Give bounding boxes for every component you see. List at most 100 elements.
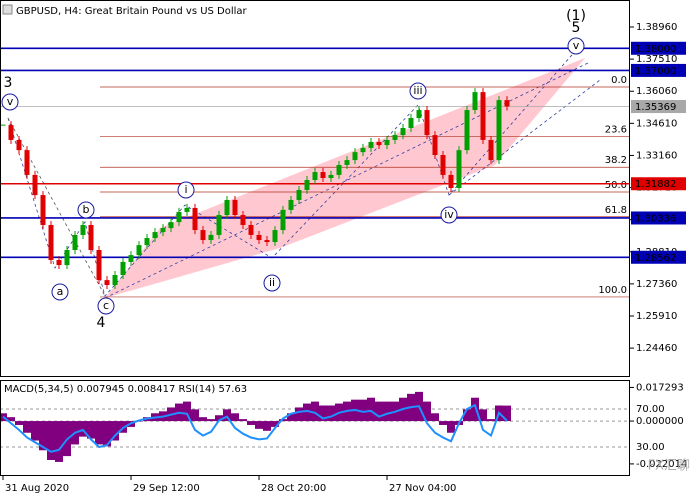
current-price-box bbox=[631, 100, 686, 114]
candle bbox=[464, 110, 470, 151]
candle bbox=[200, 230, 206, 241]
candle bbox=[504, 100, 510, 107]
wave-label: v bbox=[7, 95, 14, 108]
candle bbox=[456, 150, 462, 188]
macd-bar bbox=[215, 415, 223, 422]
main-panel-border bbox=[0, 0, 630, 377]
macd-bar bbox=[31, 421, 39, 441]
macd-bar bbox=[183, 401, 191, 422]
rsi-line bbox=[2, 403, 508, 453]
price-level-box bbox=[631, 63, 686, 77]
candle bbox=[192, 207, 198, 231]
candle bbox=[72, 234, 78, 251]
candle bbox=[128, 255, 134, 262]
wave-label: iii bbox=[413, 84, 422, 97]
candle bbox=[0, 124, 6, 126]
macd-tick-label: -0.022014 bbox=[636, 459, 687, 470]
wave-label: (1) bbox=[566, 8, 586, 24]
macd-bar bbox=[103, 421, 111, 447]
price-level-label: 1.30336 bbox=[635, 213, 676, 224]
candle bbox=[264, 240, 270, 243]
candle bbox=[144, 238, 150, 246]
macd-bar bbox=[223, 409, 231, 422]
candle bbox=[160, 228, 166, 233]
candle bbox=[304, 180, 310, 190]
rsi-tick-label: 30.00 bbox=[636, 442, 665, 453]
wave-label: 4 bbox=[97, 315, 106, 331]
macd-bar bbox=[447, 421, 455, 433]
macd-bar bbox=[207, 419, 215, 422]
candle bbox=[88, 224, 94, 251]
fib-label: 100.0 bbox=[598, 285, 627, 296]
candle bbox=[136, 245, 142, 256]
candle bbox=[296, 189, 302, 200]
candle bbox=[384, 139, 390, 146]
candle bbox=[328, 174, 334, 179]
macd-bar bbox=[87, 421, 95, 439]
macd-bar bbox=[327, 405, 335, 422]
macd-bar bbox=[463, 409, 471, 422]
y-tick-label: 1.38960 bbox=[636, 22, 677, 33]
macd-bar bbox=[319, 405, 327, 422]
y-tick-label: 1.27360 bbox=[636, 279, 677, 290]
macd-bar bbox=[479, 409, 487, 422]
macd-bar bbox=[383, 401, 391, 422]
macd-bar bbox=[191, 409, 199, 422]
candle bbox=[488, 139, 494, 161]
macd-bar bbox=[375, 401, 383, 422]
wave-circle bbox=[77, 201, 95, 219]
candle bbox=[320, 172, 326, 179]
price-level-box bbox=[631, 177, 686, 191]
macd-bar bbox=[231, 413, 239, 422]
chart-title: GBPUSD, H4: Great Britain Pound vs US Do… bbox=[16, 6, 248, 17]
candle bbox=[256, 234, 262, 241]
fib-label: 61.8 bbox=[605, 205, 627, 216]
current-price-label: 1.35369 bbox=[635, 102, 676, 113]
candle bbox=[120, 261, 126, 276]
candle bbox=[48, 224, 54, 260]
macd-bar bbox=[311, 401, 319, 422]
candle bbox=[216, 215, 222, 235]
y-tick-label: 1.36060 bbox=[636, 86, 677, 97]
macd-bar bbox=[303, 403, 311, 422]
candle bbox=[280, 209, 286, 231]
candle bbox=[400, 127, 406, 136]
candle bbox=[336, 164, 342, 175]
macd-tick-label: 0.017293 bbox=[636, 382, 684, 393]
price-level-box bbox=[631, 211, 686, 225]
macd-bar bbox=[279, 419, 287, 422]
wave-label: ii bbox=[269, 276, 275, 289]
macd-bar bbox=[359, 399, 367, 422]
candle bbox=[168, 222, 174, 229]
x-tick-label: 27 Nov 04:00 bbox=[389, 483, 456, 494]
wave-circle bbox=[97, 297, 115, 315]
candle bbox=[80, 224, 86, 235]
candle bbox=[56, 259, 62, 266]
wave-label: 3 bbox=[4, 75, 13, 91]
y-tick-label: 1.37510 bbox=[636, 54, 677, 65]
macd-bar bbox=[55, 421, 63, 462]
macd-bar bbox=[295, 407, 303, 422]
macd-bar bbox=[503, 405, 511, 422]
macd-bar bbox=[367, 397, 375, 422]
wave-label: c bbox=[103, 299, 109, 312]
wave-label: a bbox=[57, 285, 64, 298]
wave-circle bbox=[567, 37, 585, 55]
candle bbox=[152, 232, 158, 239]
wave-circle bbox=[1, 93, 19, 111]
candle bbox=[16, 139, 22, 151]
candle bbox=[472, 92, 478, 111]
candle bbox=[392, 135, 398, 140]
macd-bar bbox=[239, 419, 247, 422]
macd-bar bbox=[15, 421, 23, 425]
candle bbox=[272, 230, 278, 243]
x-tick-label: 28 Oct 20:00 bbox=[261, 483, 326, 494]
macd-bar bbox=[423, 401, 431, 422]
macd-bar bbox=[95, 421, 103, 445]
wave-label: iv bbox=[444, 208, 454, 221]
candle bbox=[360, 147, 366, 153]
macd-bar bbox=[255, 421, 263, 429]
price-level-box bbox=[631, 41, 686, 55]
rsi-tick-label: 70.00 bbox=[636, 404, 665, 415]
